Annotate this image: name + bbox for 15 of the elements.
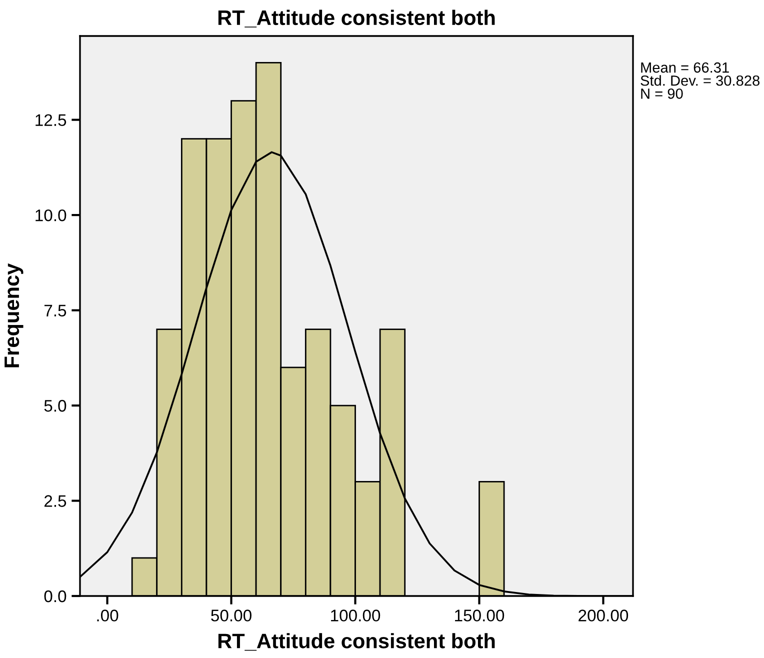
y-axis-title: Frequency (4, 263, 24, 368)
chart-title: RT_Attitude consistent both (218, 10, 495, 28)
x-axis-title: RT_Attitude consistent both (218, 633, 495, 651)
y-tick-label: 2.5 (44, 495, 66, 507)
y-tick-label: 5.0 (44, 400, 66, 412)
x-tick-label: 50.00 (211, 610, 252, 622)
x-tick-label: .00 (97, 610, 118, 622)
y-tick-label: 12.5 (36, 114, 66, 126)
x-tick-label: 200.00 (578, 610, 628, 622)
x-tick-label: 100.00 (331, 610, 380, 622)
y-tick-label: 10.0 (36, 209, 66, 222)
text: Mean = 66.31 Std. Dev. = 30.828 N = 90 (640, 62, 760, 99)
y-tick-label: 0.0 (44, 590, 66, 602)
x-tick-label: 150.00 (455, 610, 504, 622)
y-tick-label: 7.5 (44, 304, 66, 316)
